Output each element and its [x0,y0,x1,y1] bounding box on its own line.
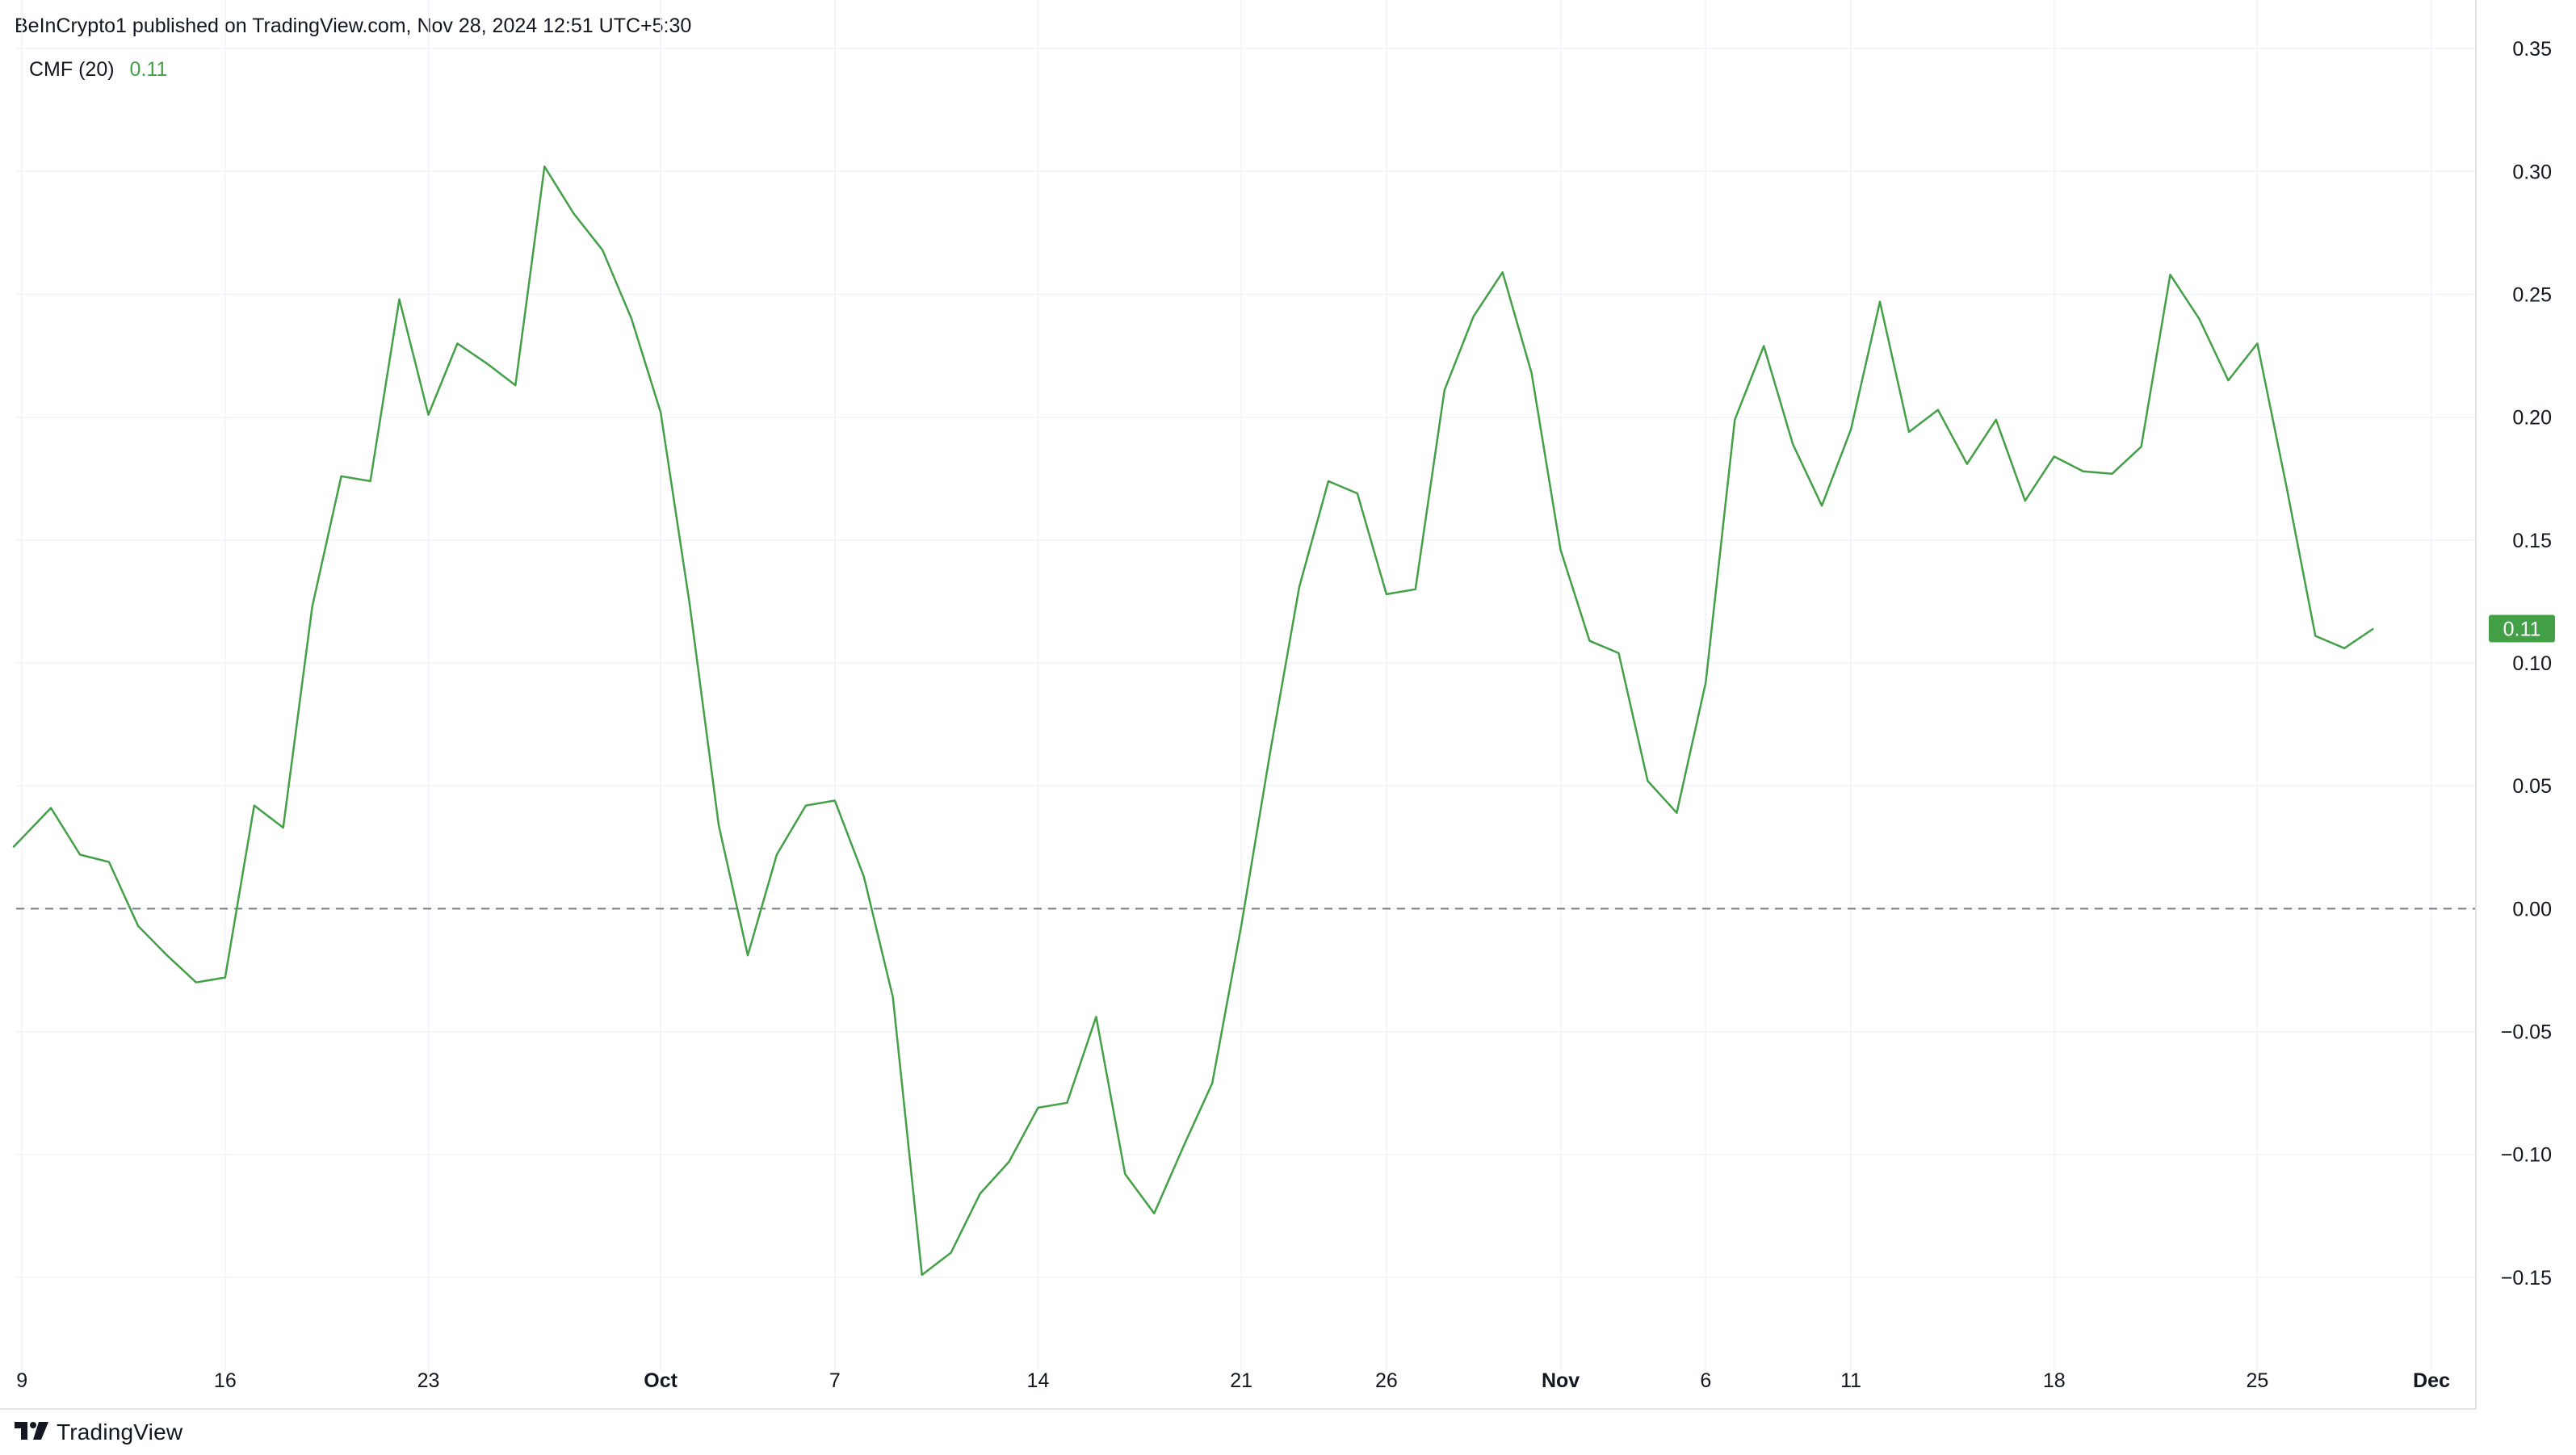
indicator-legend[interactable]: CMF (20) 0.11 [29,57,167,82]
publish-info: BeInCrypto1 published on TradingView.com… [15,15,692,37]
y-tick-label: −0.05 [2501,1021,2552,1044]
cmf-series-line [12,166,2374,1277]
last-value-badge-bg [2489,614,2555,643]
tradingview-brand-text: TradingView [57,1419,183,1445]
y-tick-label: 0.25 [2512,284,2552,307]
y-tick-label: 0.30 [2512,161,2552,183]
y-axis-ticks: 0.35 0.30 0.25 0.20 0.15 0.10 0.05 0.00 −0.05 −0.… [2501,38,2552,1289]
y-tick-label: 0.05 [2512,775,2552,798]
y-tick-label: 0.15 [2512,530,2552,552]
y-tick-label: 0.10 [2512,652,2552,675]
x-tick-label: 16 [214,1369,237,1392]
x-tick-label: Dec [2413,1369,2450,1392]
x-tick-label: 25 [2246,1369,2268,1392]
last-value-badge: 0.11 [2489,614,2555,643]
y-tick-label: 0.35 [2512,38,2552,61]
x-tick-label: 21 [1230,1369,1252,1392]
indicator-name: CMF (20) [29,58,115,81]
last-value-badge-text: 0.11 [2503,618,2541,640]
x-tick-label: 18 [2043,1369,2066,1392]
tradingview-logo-icon [15,1421,48,1444]
cmf-line [12,166,2374,1277]
x-tick-label: 11 [1840,1369,1861,1392]
y-tick-label: 0.00 [2512,898,2552,920]
indicator-value: 0.11 [129,58,168,81]
x-axis-ticks: 9 16 23 Oct 7 14 21 26 Nov 6 11 18 25 Dec [16,1369,2450,1392]
x-tick-label: 14 [1027,1369,1050,1392]
x-tick-label: 26 [1375,1369,1398,1392]
x-tick-label: 7 [829,1369,841,1392]
x-tick-label: Oct [644,1369,678,1392]
x-tick-label: Nov [1542,1369,1580,1392]
x-tick-label: 6 [1700,1369,1711,1392]
x-tick-label: 23 [417,1369,440,1392]
tradingview-brand[interactable]: TradingView [15,1416,183,1449]
grid-lines [0,0,2477,1410]
y-tick-label: 0.20 [2512,407,2552,430]
y-tick-label: −0.10 [2501,1144,2552,1167]
x-tick-label: 9 [16,1369,27,1392]
y-tick-label: −0.15 [2501,1267,2552,1289]
